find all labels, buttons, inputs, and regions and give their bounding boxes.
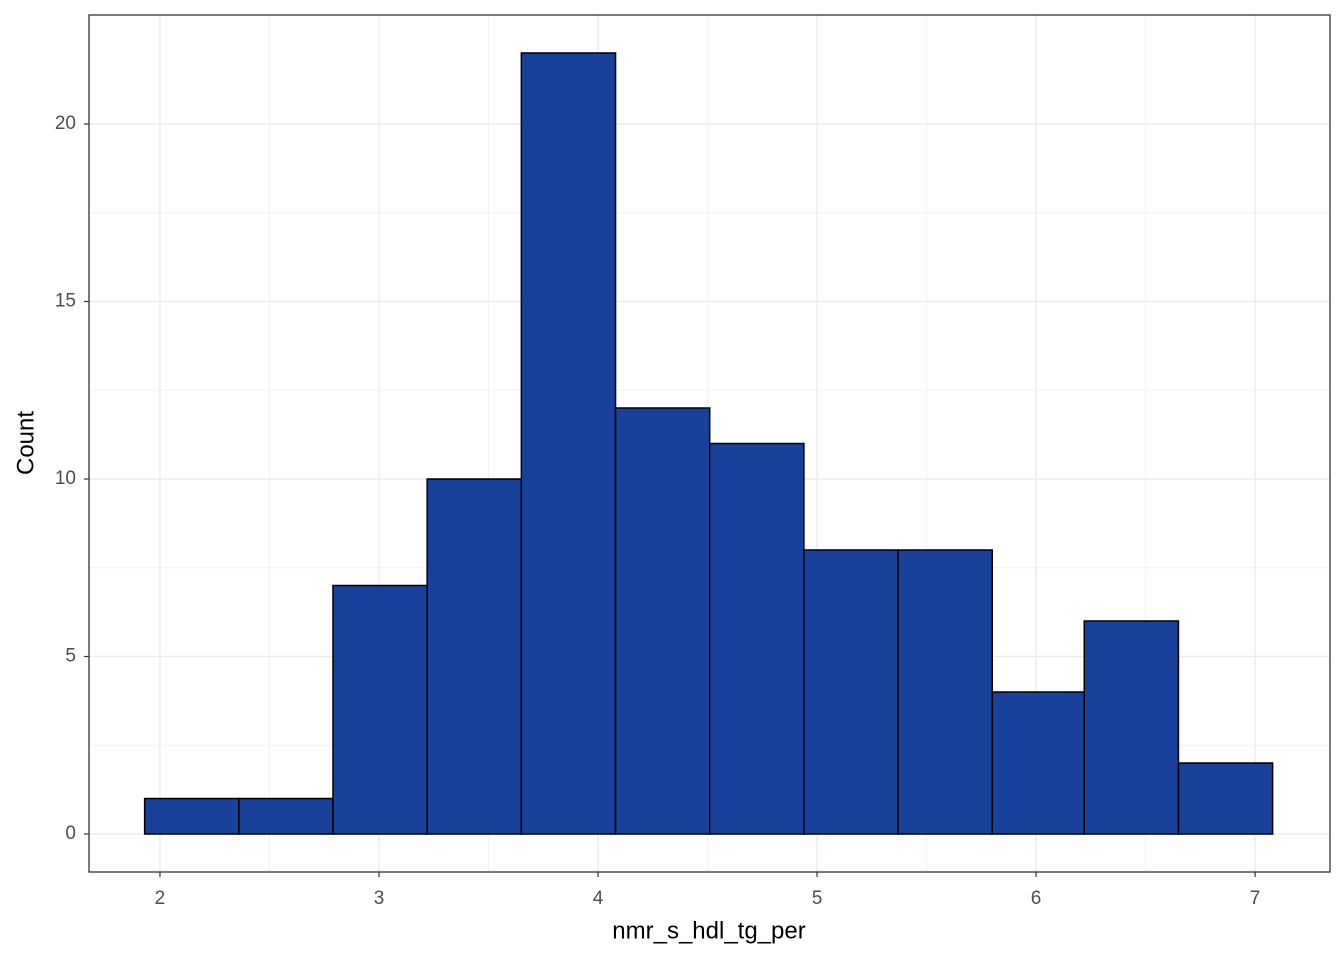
bar xyxy=(520,52,617,835)
bar xyxy=(143,797,240,835)
y-tick-label: 5 xyxy=(65,646,76,667)
panel-border xyxy=(88,14,1331,873)
x-tick-label: 5 xyxy=(812,888,823,909)
y-tick-label: 10 xyxy=(55,468,76,489)
x-tick-label: 6 xyxy=(1031,888,1042,909)
y-tick-label: 15 xyxy=(55,291,76,312)
x-tick-label: 2 xyxy=(155,888,166,909)
bar xyxy=(708,442,805,835)
y-tick-label: 0 xyxy=(65,823,76,844)
x-axis-title: nmr_s_hdl_tg_per xyxy=(612,917,805,944)
bar xyxy=(614,407,711,835)
bar xyxy=(238,797,334,835)
x-tick-label: 4 xyxy=(593,888,604,909)
x-tick-label: 3 xyxy=(374,888,385,909)
bar xyxy=(803,549,899,835)
bar xyxy=(332,584,428,835)
x-tick-label: 7 xyxy=(1250,888,1261,909)
bar xyxy=(897,549,994,835)
bar xyxy=(1177,762,1274,835)
bar xyxy=(426,478,523,835)
bar xyxy=(991,691,1086,835)
bar xyxy=(1083,620,1180,835)
y-axis-title: Count xyxy=(12,411,39,475)
y-tick-label: 20 xyxy=(55,113,76,134)
